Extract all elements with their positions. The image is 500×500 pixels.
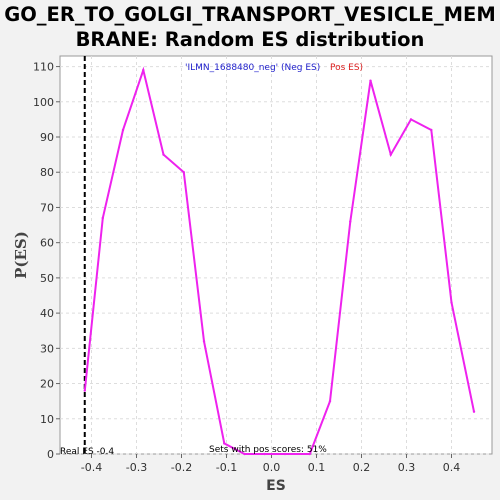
data-point <box>121 128 125 132</box>
y-tick-label: 20 <box>40 378 54 391</box>
x-tick-label: -0.3 <box>126 461 147 474</box>
distribution-line <box>83 66 475 455</box>
x-tick-label: 0.0 <box>263 461 281 474</box>
x-tick-label: -0.2 <box>171 461 192 474</box>
data-point <box>142 68 145 72</box>
legend-neg: 'ILMN_1688480_neg' (Neg ES) <box>185 63 320 73</box>
data-point <box>283 452 287 456</box>
x-tick-label: 0.1 <box>308 461 326 474</box>
y-tick-label: 10 <box>40 413 54 426</box>
plot-area <box>59 55 493 455</box>
y-tick-label: 80 <box>40 166 54 179</box>
y-tick-label: 60 <box>40 237 54 250</box>
y-tick-label: 70 <box>40 201 54 214</box>
y-tick-label: 90 <box>40 131 54 144</box>
x-tick-label: -0.4 <box>81 461 102 474</box>
data-point <box>409 118 413 121</box>
y-tick-label: 50 <box>40 272 54 285</box>
chart-title: GO_ER_TO_GOLGI_TRANSPORT_VESICLE_MEM BRA… <box>0 2 500 52</box>
x-axis-ticks: -0.4 -0.3 -0.2 -0.1 0.0 0.1 0.2 0.3 0.4 <box>81 454 460 474</box>
x-tick-label: 0.4 <box>443 461 461 474</box>
pos-scores-label: Sets with pos scores: 51% <box>209 445 327 455</box>
data-point <box>182 171 185 174</box>
real-es-label: Real ES -0.4 <box>60 447 114 457</box>
data-point <box>202 340 206 343</box>
x-tick-label: 0.3 <box>398 461 416 474</box>
y-tick-label: 30 <box>40 342 54 355</box>
data-point <box>328 399 332 403</box>
data-point <box>223 442 226 445</box>
x-tick-label: -0.1 <box>216 461 237 474</box>
data-point <box>369 79 372 82</box>
grid-lines <box>60 56 492 455</box>
x-tick-label: 0.2 <box>353 461 371 474</box>
data-point <box>389 153 392 156</box>
data-point <box>430 128 433 132</box>
y-tick-label: 0 <box>47 448 54 461</box>
y-axis-label: P(ES) <box>12 231 30 279</box>
data-point <box>162 153 165 156</box>
data-point <box>349 220 352 223</box>
y-tick-label: 40 <box>40 307 54 320</box>
data-point <box>101 216 104 220</box>
y-tick-label: 110 <box>33 61 54 74</box>
data-points <box>83 68 476 456</box>
chart-title-line1: GO_ER_TO_GOLGI_TRANSPORT_VESICLE_MEM <box>4 3 496 26</box>
data-point <box>450 301 453 304</box>
y-tick-label: 100 <box>33 96 54 109</box>
data-point <box>243 452 246 456</box>
chart-title-line2: BRANE: Random ES distribution <box>75 28 425 51</box>
y-axis-ticks: 0 10 20 30 40 50 60 70 80 90 100 110 <box>33 61 60 461</box>
data-point <box>308 452 311 456</box>
x-axis-label: ES <box>266 478 286 494</box>
data-point <box>472 410 476 413</box>
data-point <box>83 389 86 392</box>
legend-pos: Pos ES) <box>330 63 363 73</box>
data-point <box>263 452 266 456</box>
